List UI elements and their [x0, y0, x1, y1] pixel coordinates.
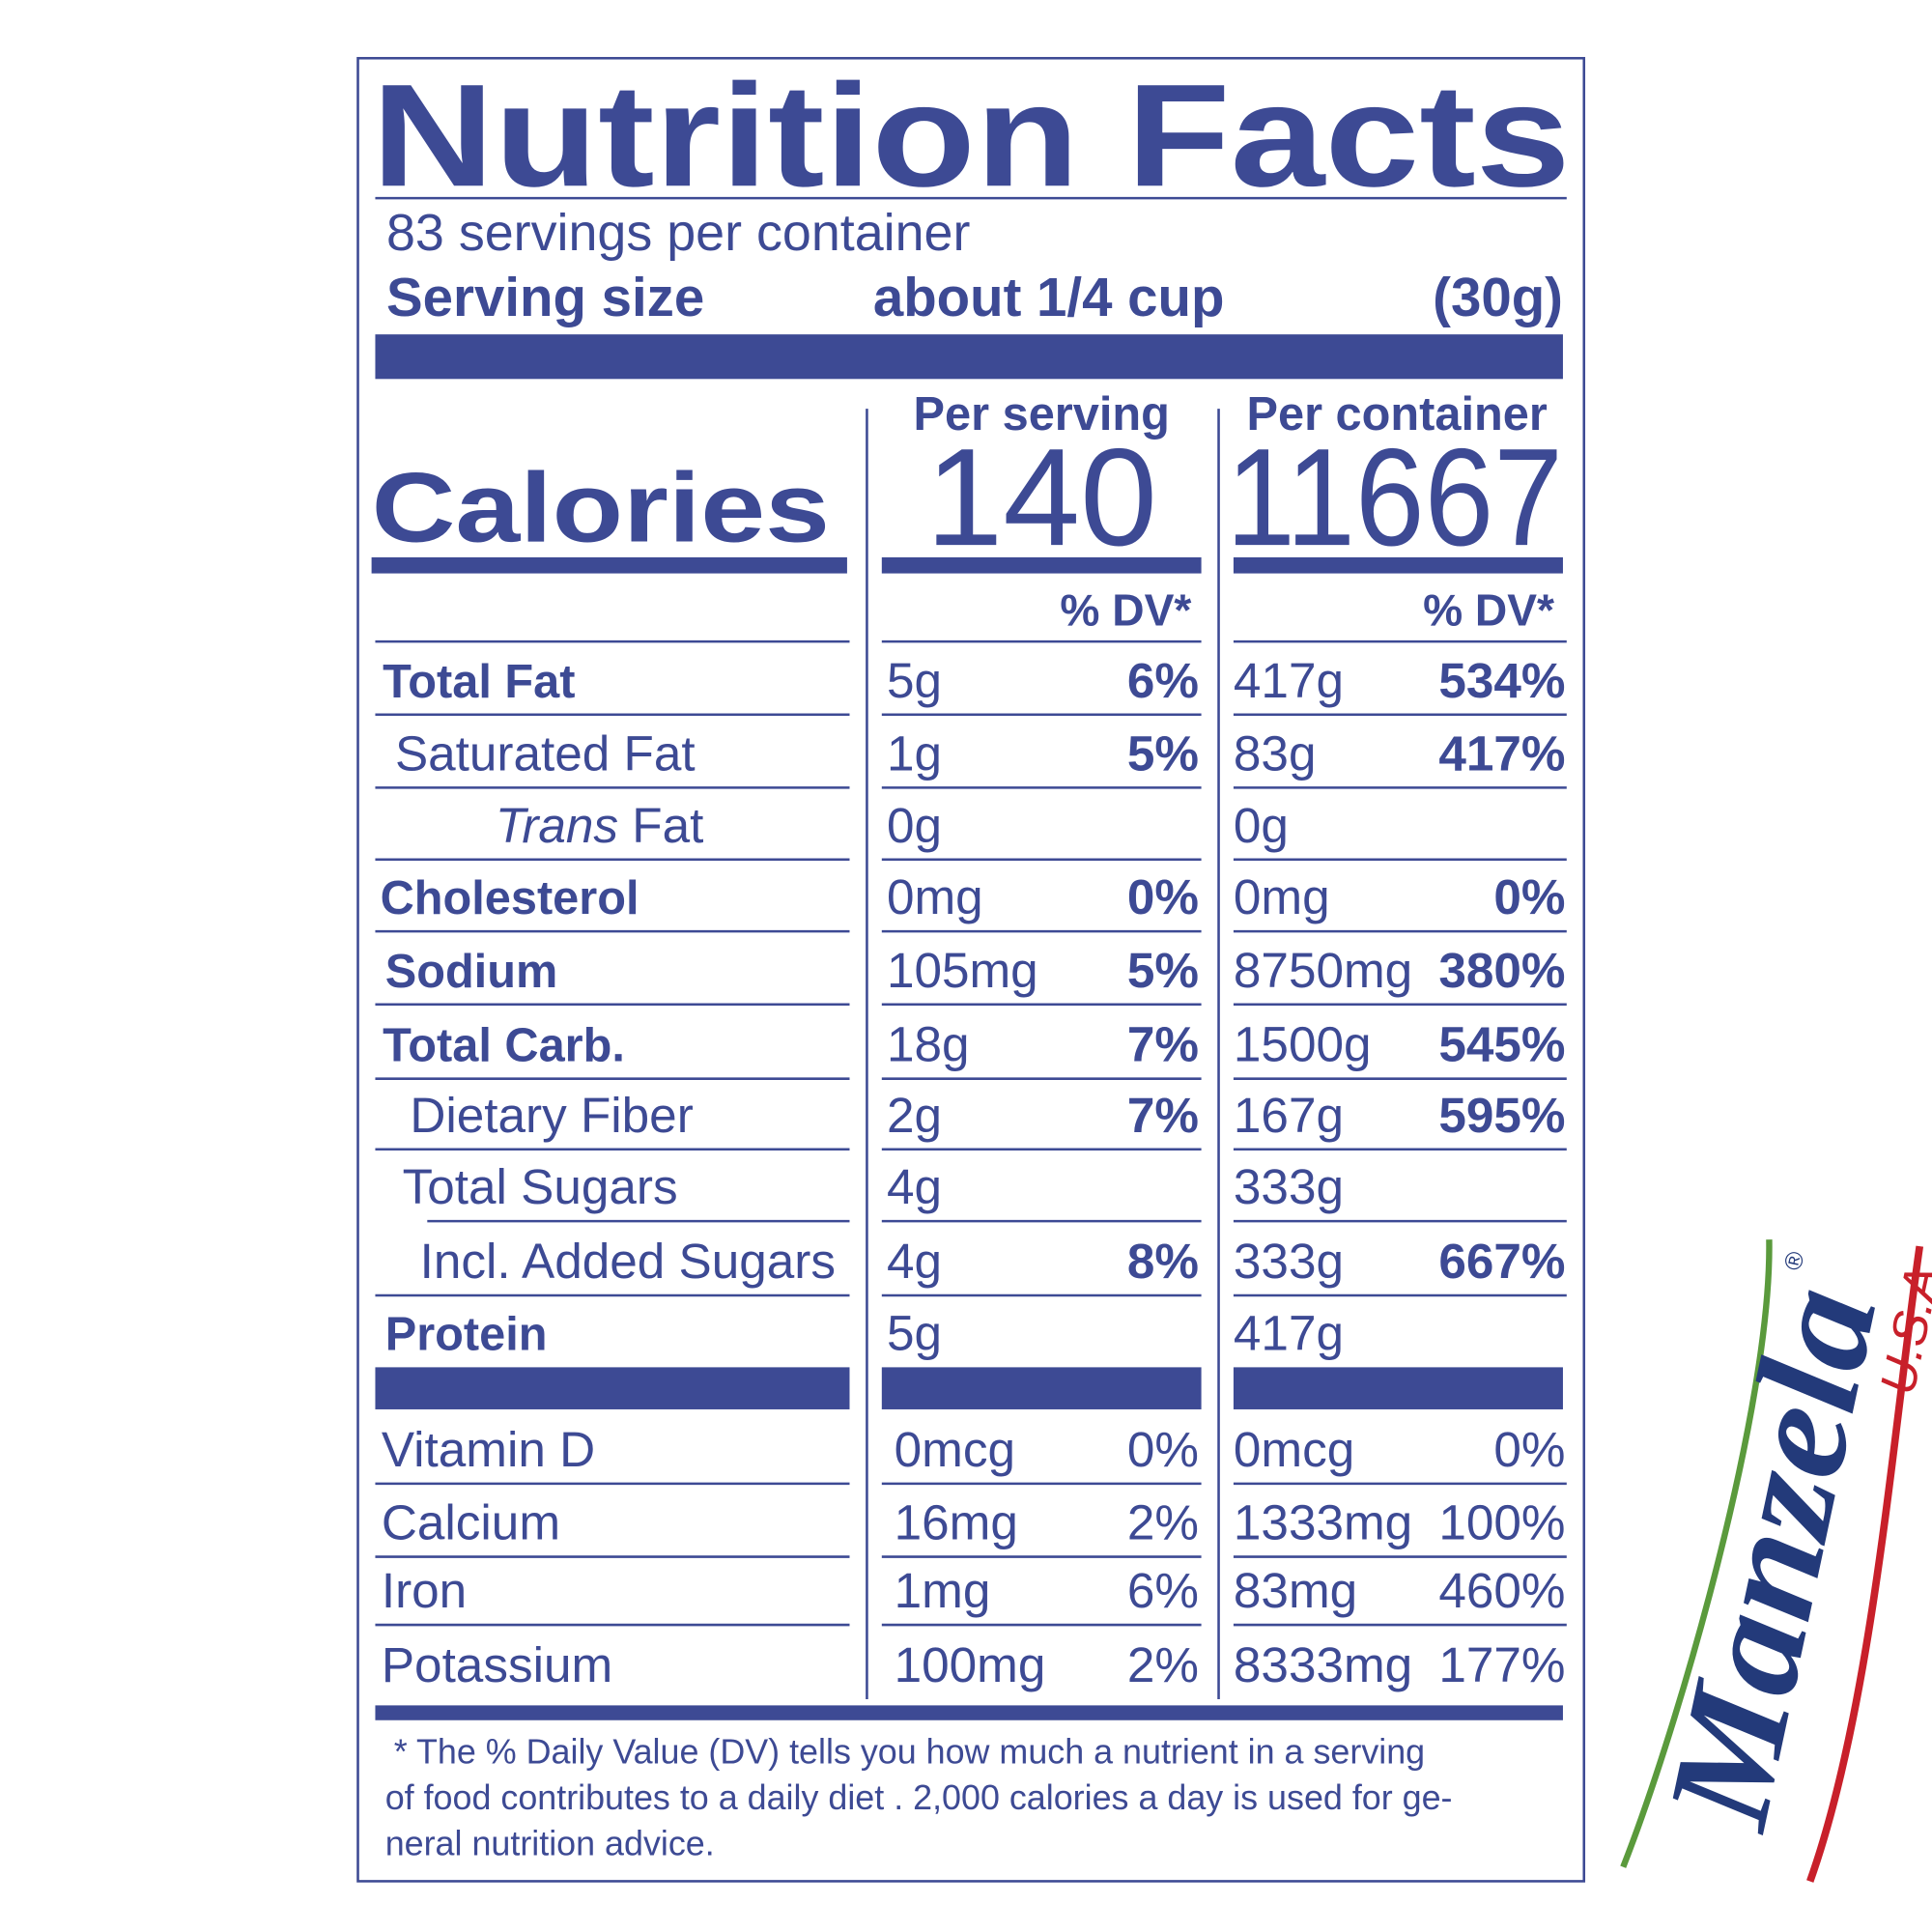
nutrient-name: Total Sugars [403, 1159, 678, 1214]
container-dv: 100% [1438, 1495, 1565, 1550]
serving-amount: 0mg [887, 869, 983, 924]
bar [375, 1705, 1563, 1720]
serving-dv: 7% [1127, 1017, 1199, 1072]
serving-dv: 0% [1127, 1422, 1199, 1477]
nutrient-name: Protein [385, 1308, 548, 1360]
serving-amount: 4g [887, 1234, 942, 1289]
nutrient-name: Dietary Fiber [410, 1088, 693, 1143]
serving-size-amount: about 1/4 cup [873, 267, 1225, 327]
serving-amount: 0g [887, 798, 942, 853]
bar [1233, 556, 1563, 574]
label-border [356, 56, 1586, 1883]
serving-amount: 5g [887, 653, 942, 708]
container-amount: 417g [1234, 1305, 1344, 1360]
container-amount: 8333mg [1234, 1637, 1412, 1692]
bar [881, 1367, 1202, 1409]
bar [1233, 1367, 1563, 1409]
logo-swoosh [1620, 1239, 1773, 1868]
serving-amount: 0mcg [895, 1422, 1015, 1477]
vitamin-name: Vitamin D [382, 1422, 595, 1477]
calories-serving: 140 [925, 420, 1157, 575]
serving-dv: 2% [1127, 1637, 1199, 1692]
logo: Manzela ® U.S.A. [1620, 1239, 1932, 1883]
container-amount: 83mg [1234, 1563, 1357, 1618]
per-serving-header: Per serving [914, 388, 1170, 440]
nutrient-name: Cholesterol [381, 872, 639, 924]
bar [375, 1367, 850, 1409]
calories-label: Calories [372, 451, 830, 562]
footnote: * The % Daily Value (DV) tells you how m… [385, 1733, 1453, 1863]
container-dv: 177% [1438, 1637, 1565, 1692]
container-amount: 333g [1234, 1159, 1344, 1214]
container-amount: 83g [1234, 725, 1317, 781]
container-dv: 0% [1493, 1422, 1565, 1477]
logo-registered: ® [1779, 1249, 1809, 1272]
title: Nutrition Facts [372, 54, 1571, 217]
dv-header: % DV* [1423, 584, 1554, 635]
container-dv: 595% [1438, 1088, 1565, 1143]
per-container-header: Per container [1247, 388, 1548, 440]
nutrient-name: Total Carb. [383, 1020, 625, 1072]
footnote-line: neral nutrition advice. [385, 1825, 715, 1863]
container-dv: 460% [1438, 1563, 1565, 1618]
serving-amount: 5g [887, 1305, 942, 1360]
serving-dv: 0% [1127, 869, 1199, 924]
container-amount: 0mcg [1234, 1422, 1354, 1477]
thick-bar [375, 334, 1563, 380]
container-amount: 8750mg [1234, 943, 1412, 998]
serving-amount: 2g [887, 1088, 942, 1143]
container-amount: 417g [1234, 653, 1344, 708]
vitamin-name: Calcium [382, 1495, 560, 1550]
calories-container: 11667 [1226, 420, 1563, 575]
nutrient-name: Sodium [385, 946, 558, 998]
serving-dv: 5% [1127, 725, 1199, 781]
logo-swoosh [1806, 1245, 1924, 1883]
vitamin-name: Potassium [382, 1637, 612, 1692]
container-dv: 667% [1438, 1234, 1565, 1289]
serving-amount: 18g [887, 1017, 970, 1072]
bar [371, 556, 847, 574]
serving-dv: 7% [1127, 1088, 1199, 1143]
container-amount: 333g [1234, 1234, 1344, 1289]
container-dv: 417% [1438, 725, 1565, 781]
dv-header: % DV* [1060, 584, 1191, 635]
container-amount: 1333mg [1234, 1495, 1412, 1550]
container-amount: 1500g [1234, 1017, 1372, 1072]
serving-amount: 100mg [895, 1637, 1046, 1692]
serving-amount: 16mg [895, 1495, 1018, 1550]
serving-dv: 6% [1127, 653, 1199, 708]
container-amount: 167g [1234, 1088, 1344, 1143]
container-dv: 380% [1438, 943, 1565, 998]
container-dv: 534% [1438, 653, 1565, 708]
serving-dv: 5% [1127, 943, 1199, 998]
serving-amount: 1mg [895, 1563, 991, 1618]
servings: 83 servings per container [386, 204, 970, 262]
nutrient-name: Saturated Fat [395, 725, 696, 781]
serving-amount: 4g [887, 1159, 942, 1214]
nutrient-name: Total Fat [383, 656, 575, 708]
serving-dv: 2% [1127, 1495, 1199, 1550]
serving-amount: 1g [887, 725, 942, 781]
serving-dv: 6% [1127, 1563, 1199, 1618]
footnote-line: * The % Daily Value (DV) tells you how m… [394, 1733, 1425, 1772]
nutrient-name: Incl. Added Sugars [420, 1234, 836, 1289]
nutrient-name: Trans Fat [496, 798, 704, 853]
serving-size-grams: (30g) [1433, 267, 1563, 327]
container-dv: 0% [1493, 869, 1565, 924]
container-amount: 0mg [1234, 869, 1330, 924]
serving-dv: 8% [1127, 1234, 1199, 1289]
nutrient-name-rest: Fat [618, 798, 703, 853]
vitamin-name: Iron [382, 1563, 467, 1618]
container-dv: 545% [1438, 1017, 1565, 1072]
bar [881, 556, 1202, 574]
nutrient-name-italic: Trans [496, 798, 618, 853]
serving-amount: 105mg [887, 943, 1038, 998]
container-amount: 0g [1234, 798, 1289, 853]
logo-brand: Manzela [1635, 1273, 1908, 1842]
serving-size-label: Serving size [386, 267, 704, 327]
footnote-line: of food contributes to a daily diet . 2,… [385, 1778, 1453, 1817]
